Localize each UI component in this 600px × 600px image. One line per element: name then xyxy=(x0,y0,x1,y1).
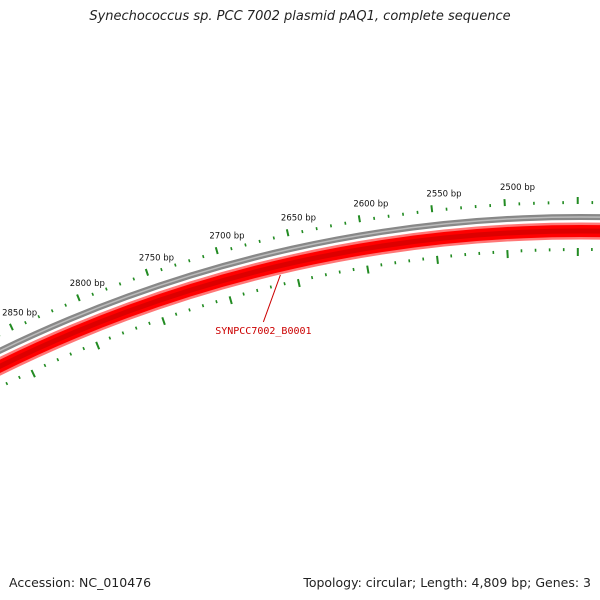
major-tick-inner xyxy=(436,255,439,264)
minor-tick-inner xyxy=(256,288,259,293)
minor-tick-inner xyxy=(324,273,327,277)
major-tick-inner xyxy=(161,316,166,326)
minor-tick-outer xyxy=(105,287,108,291)
topology-stats-text: Topology: circular; Length: 4,809 bp; Ge… xyxy=(303,575,591,590)
bp-label: 2500 bp xyxy=(500,183,535,193)
minor-tick-outer xyxy=(118,282,122,286)
minor-tick-inner xyxy=(283,282,286,286)
bp-label: 2850 bp xyxy=(2,309,37,319)
gene-band-core[interactable] xyxy=(0,228,600,438)
gene-label[interactable]: SYNPCC7002_B0001 xyxy=(215,326,311,337)
accession-text: Accession: NC_010476 xyxy=(9,575,152,590)
minor-tick-outer xyxy=(301,229,304,234)
minor-tick-inner xyxy=(269,285,273,289)
major-tick-inner xyxy=(95,341,101,350)
major-tick-inner xyxy=(30,369,36,378)
major-tick-outer xyxy=(76,294,81,302)
minor-tick-outer xyxy=(160,267,163,272)
minor-tick-inner xyxy=(188,308,191,312)
bp-label: 2650 bp xyxy=(281,214,316,224)
minor-tick-outer xyxy=(50,309,54,313)
minor-tick-inner xyxy=(69,352,73,356)
scale-ticks-inner xyxy=(5,247,593,386)
major-tick-outer xyxy=(285,229,290,237)
major-tick-outer xyxy=(9,323,14,331)
major-tick-outer xyxy=(357,215,361,223)
minor-tick-inner xyxy=(148,321,151,325)
minor-tick-outer xyxy=(91,292,95,296)
minor-tick-inner xyxy=(338,270,341,274)
bp-label: 2600 bp xyxy=(353,199,388,209)
bp-label: 2800 bp xyxy=(70,279,105,289)
minor-tick-outer xyxy=(272,236,275,240)
minor-tick-outer xyxy=(244,243,247,247)
minor-tick-inner xyxy=(43,363,47,368)
minor-tick-inner xyxy=(108,336,112,340)
minor-tick-outer xyxy=(24,320,27,325)
map-title: Synechococcus sp. PCC 7002 plasmid pAQ1,… xyxy=(89,9,511,24)
major-tick-inner xyxy=(297,278,301,288)
minor-tick-outer xyxy=(132,277,136,281)
bp-label: 2750 bp xyxy=(139,253,174,263)
minor-tick-outer xyxy=(315,227,318,231)
minor-tick-outer xyxy=(258,239,261,244)
minor-tick-inner xyxy=(242,292,245,296)
major-tick-outer xyxy=(144,268,150,276)
minor-tick-outer xyxy=(329,224,333,228)
minor-tick-inner xyxy=(18,375,21,380)
minor-tick-inner xyxy=(121,331,125,335)
minor-tick-inner xyxy=(56,357,60,362)
minor-tick-outer xyxy=(230,247,233,251)
scale-ticks-outer xyxy=(0,196,594,337)
minor-tick-outer xyxy=(188,259,191,263)
minor-tick-inner xyxy=(201,304,205,308)
bp-label: 2700 bp xyxy=(209,232,244,242)
minor-tick-outer xyxy=(344,221,347,225)
bp-label: 2550 bp xyxy=(426,189,461,199)
major-tick-inner xyxy=(366,265,370,274)
minor-tick-inner xyxy=(352,267,355,272)
gene-leader-line xyxy=(262,274,281,323)
minor-tick-inner xyxy=(82,346,86,351)
minor-tick-inner xyxy=(310,275,314,280)
minor-tick-outer xyxy=(174,263,177,267)
minor-tick-inner xyxy=(5,381,9,386)
minor-tick-outer xyxy=(64,303,67,307)
minor-tick-outer xyxy=(37,314,41,319)
plasmid-backbone-inner xyxy=(0,216,600,352)
major-tick-outer xyxy=(430,205,434,213)
minor-tick-outer xyxy=(202,254,205,259)
minor-tick-inner xyxy=(174,312,178,316)
minor-tick-inner xyxy=(215,300,218,304)
major-tick-inner xyxy=(228,296,233,305)
major-tick-outer xyxy=(214,246,219,255)
minor-tick-inner xyxy=(134,326,138,330)
